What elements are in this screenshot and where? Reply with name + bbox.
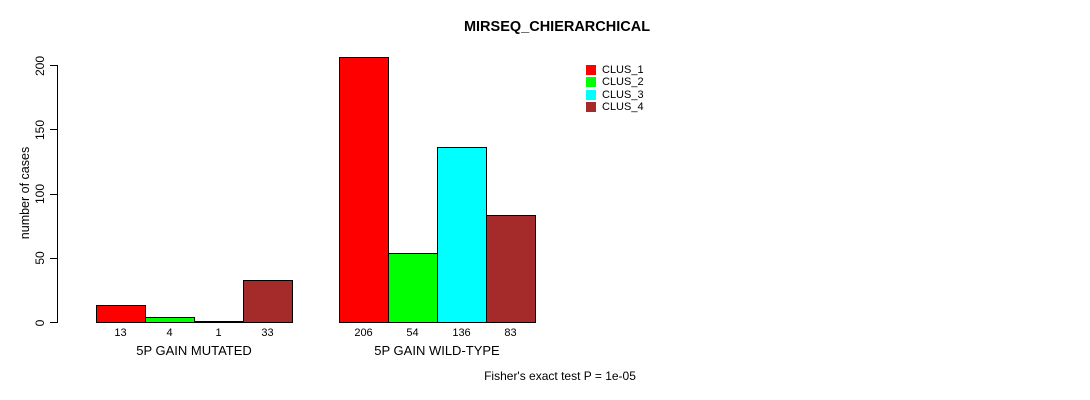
y-axis-line xyxy=(57,65,58,323)
bar-value-label: 206 xyxy=(354,327,373,339)
legend-label: CLUS_2 xyxy=(602,76,644,89)
bar-value-label: 4 xyxy=(166,327,173,339)
bar-value-label: 54 xyxy=(406,327,419,339)
bar-value-label: 13 xyxy=(114,327,127,339)
legend-label: CLUS_4 xyxy=(602,100,644,113)
y-tick-mark xyxy=(50,257,57,259)
y-tick-label: 0 xyxy=(33,319,47,326)
bar-clus_1 xyxy=(96,305,146,323)
bar-value-label: 1 xyxy=(215,327,222,339)
bar-clus_3 xyxy=(194,320,244,323)
legend-label: CLUS_1 xyxy=(602,64,644,76)
bar-value-label: 33 xyxy=(261,327,274,339)
y-tick-label: 50 xyxy=(33,251,47,265)
y-tick-label: 150 xyxy=(33,119,47,140)
y-axis-label: number of cases xyxy=(17,146,32,240)
legend-swatch xyxy=(586,77,596,88)
category-label: 5P GAIN WILD-TYPE xyxy=(374,343,500,358)
legend-item: CLUS_3 xyxy=(586,88,656,102)
legend-item: CLUS_1 xyxy=(586,65,656,77)
legend-swatch xyxy=(586,89,596,100)
bar-clus_3 xyxy=(437,147,487,323)
bar-clus_1 xyxy=(339,57,389,323)
bar-value-label: 136 xyxy=(452,327,471,339)
y-tick-mark xyxy=(50,65,57,66)
y-tick-label: 200 xyxy=(33,55,47,76)
annotation-text: Fisher's exact test P = 1e-05 xyxy=(484,369,636,383)
legend-swatch xyxy=(586,101,596,112)
bar-clus_4 xyxy=(486,215,536,323)
bar-clus_4 xyxy=(243,279,293,323)
y-tick-label: 100 xyxy=(33,183,47,205)
y-tick-mark xyxy=(50,129,57,131)
bar-clus_2 xyxy=(145,316,195,323)
bar-clus_2 xyxy=(388,252,438,323)
y-tick-mark xyxy=(50,193,57,195)
legend-label: CLUS_3 xyxy=(602,88,644,101)
legend-item: CLUS_4 xyxy=(586,100,656,114)
chart-title: MIRSEQ_CHIERARCHICAL xyxy=(463,19,651,35)
bar-value-label: 83 xyxy=(504,327,517,339)
legend-item: CLUS_2 xyxy=(586,77,656,89)
legend-swatch xyxy=(586,65,596,75)
category-label: 5P GAIN MUTATED xyxy=(136,343,252,358)
y-tick-mark xyxy=(50,322,57,323)
